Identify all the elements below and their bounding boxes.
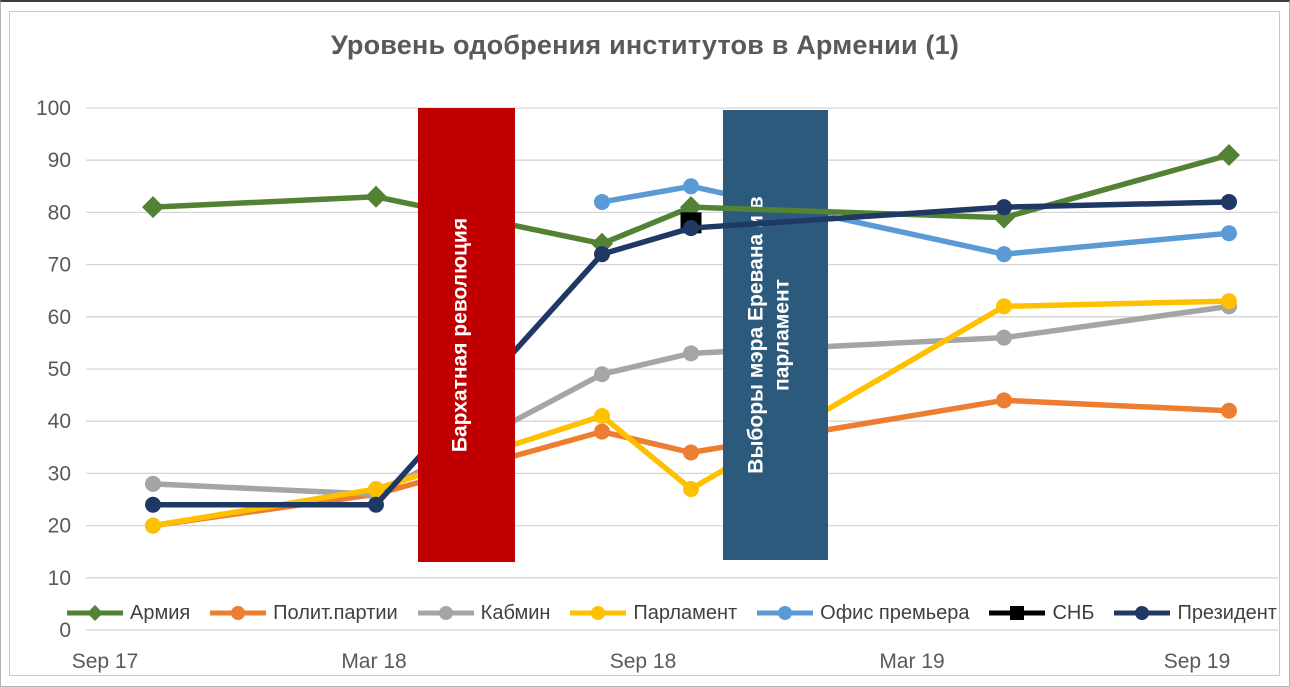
legend-label: Офис премьера <box>820 601 970 624</box>
y-axis-label-80: 80 <box>48 201 71 224</box>
legend-item-1: Полит.партии <box>210 602 398 625</box>
legend-label: Армия <box>130 601 191 624</box>
legend-marker-icon <box>989 606 1046 620</box>
y-axis-label-50: 50 <box>48 358 71 381</box>
legend-item-6: Президент <box>1114 602 1277 625</box>
legend-label: Президент <box>1177 601 1277 624</box>
marker-Армия <box>365 185 387 208</box>
legend-item-3: Парламент <box>570 602 737 625</box>
legend-label: Парламент <box>633 601 738 624</box>
marker-Офис премьера <box>996 246 1012 263</box>
annotation-label-yerevan-elections: Выборы мэра Еревана и в <box>745 196 768 473</box>
marker-Полит.партии <box>683 444 699 461</box>
marker-Кабмин <box>145 475 161 492</box>
series-line-2 <box>150 303 1232 498</box>
marker-Парламент <box>683 481 699 498</box>
marker-Парламент <box>368 481 384 498</box>
marker-Кабмин <box>996 329 1012 346</box>
series-line-6 <box>150 199 1232 508</box>
marker-Парламент <box>594 407 610 424</box>
legend-label: СНБ <box>1052 601 1095 624</box>
marker-Президент <box>145 496 161 513</box>
y-axis-label-40: 40 <box>48 410 71 433</box>
y-axis-label-100: 100 <box>36 97 71 120</box>
x-axis-label-mar-19: Mar 19 <box>879 650 944 673</box>
marker-Президент <box>996 199 1012 216</box>
marker-Армия <box>142 196 164 219</box>
marker-Полит.партии <box>594 423 610 440</box>
legend-marker-icon <box>1114 606 1171 620</box>
x-axis-label-sep-18: Sep 18 <box>610 650 677 673</box>
legend-item-5: СНБ <box>989 602 1094 625</box>
annotation-band-velvet-revolution <box>418 108 515 562</box>
legend-marker-icon <box>417 606 474 620</box>
chart-frame <box>9 11 1280 676</box>
x-axis-label-mar-18: Mar 18 <box>341 650 406 673</box>
y-axis-label-60: 60 <box>48 306 71 329</box>
marker-Кабмин <box>683 345 699 362</box>
y-axis-label-20: 20 <box>48 515 71 538</box>
annotation-label-yerevan-elections: парламент <box>771 279 794 391</box>
y-axis-label-70: 70 <box>48 254 71 277</box>
legend-marker-icon <box>67 605 123 621</box>
legend-marker-icon <box>210 606 267 620</box>
legend-marker-icon <box>570 606 627 620</box>
marker-Полит.партии <box>1221 402 1237 419</box>
marker-Президент <box>1221 193 1237 210</box>
legend-item-4: Офис премьера <box>757 601 970 625</box>
annotation-band-yerevan-elections <box>723 110 828 560</box>
y-axis-label-10: 10 <box>48 567 71 590</box>
annotation-label-velvet-revolution: Бархатная революция <box>449 218 472 452</box>
legend-item-0: Армия <box>67 602 190 625</box>
legend: Армия Полит.партии Кабмин Парламент Офис пре… <box>67 598 1277 628</box>
marker-Президент <box>594 246 610 263</box>
legend-label: Кабмин <box>480 601 551 624</box>
marker-Полит.партии <box>996 392 1012 409</box>
x-axis-label-sep-17: Sep 17 <box>72 650 139 673</box>
series-line-1 <box>150 397 1232 529</box>
x-axis-label-sep-19: Sep 19 <box>1164 650 1231 673</box>
chart-title: Уровень одобрения институтов в Армении (… <box>330 30 960 60</box>
marker-Парламент <box>145 517 161 534</box>
marker-Кабмин <box>594 366 610 383</box>
marker-Армия <box>1218 143 1240 166</box>
y-axis-label-90: 90 <box>48 149 71 172</box>
y-axis-label-30: 30 <box>48 462 71 485</box>
marker-Офис премьера <box>1221 225 1237 242</box>
marker-Парламент <box>1221 293 1237 310</box>
legend-marker-icon <box>757 606 814 620</box>
marker-Президент <box>683 220 699 237</box>
legend-label: Полит.партии <box>273 601 398 624</box>
marker-Президент <box>368 496 384 513</box>
series-line-3 <box>150 298 1232 529</box>
marker-Офис премьера <box>594 193 610 210</box>
legend-item-2: Кабмин <box>417 601 551 625</box>
y-axis-label-0: 0 <box>59 619 71 642</box>
marker-Парламент <box>996 298 1012 315</box>
marker-Офис премьера <box>683 178 699 195</box>
